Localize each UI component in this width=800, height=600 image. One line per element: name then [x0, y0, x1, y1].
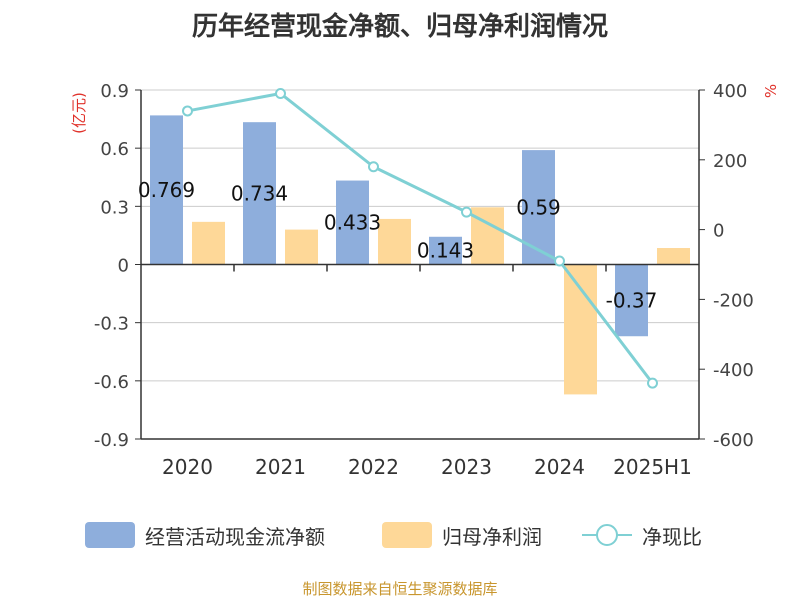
bar-net-profit — [657, 248, 690, 265]
legend-swatch-cash-flow — [85, 522, 135, 548]
bar-net-profit — [285, 229, 318, 265]
x-tick-label: 2023 — [441, 455, 492, 479]
tick-labels: 0.9 0.6 0.3 0 -0.3 -0.6 -0.9 400 200 0 -200 -400 -60… — [70, 81, 780, 479]
legend-label-net-profit: 归母净利润 — [442, 524, 542, 549]
bar-cash-flow — [615, 264, 648, 337]
legend-label-ratio: 净现比 — [642, 524, 702, 549]
ratio-point — [182, 105, 193, 117]
y-left-tick-label: -0.6 — [94, 372, 129, 393]
x-tick-label: 2024 — [534, 455, 585, 479]
y-right-tick-label: -600 — [713, 430, 754, 451]
y-left-tick-label: 0.3 — [100, 197, 129, 218]
legend-swatch-net-profit — [382, 522, 432, 548]
y-right-tick-label: 400 — [713, 81, 747, 102]
y-left-tick-label: -0.3 — [94, 314, 129, 335]
data-label-cash-flow: -0.37 — [606, 288, 658, 312]
data-label-cash-flow: 0.59 — [516, 195, 561, 219]
y-left-unit: (亿元) — [70, 92, 88, 134]
y-left-tick-label: 0.9 — [100, 81, 129, 102]
y-right-tick-label: 200 — [713, 151, 747, 172]
chart-title: 历年经营现金净额、归母净利润情况 — [191, 12, 608, 42]
legend-item-cash-flow[interactable]: 经营活动现金流净额 — [85, 515, 325, 555]
legend-swatch-ratio — [582, 522, 632, 548]
y-right-tick-label: 0 — [713, 221, 724, 242]
y-right-tick-label: -200 — [713, 290, 754, 311]
x-tick-label: 2020 — [162, 455, 213, 479]
legend-item-net-profit[interactable]: 归母净利润 — [382, 515, 542, 555]
ratio-point — [275, 87, 286, 99]
axes — [135, 89, 705, 440]
y-right-tick-label: -400 — [713, 360, 754, 381]
data-label-cash-flow: 0.143 — [417, 239, 474, 263]
bar-net-profit — [192, 221, 225, 265]
data-label-cash-flow: 0.433 — [324, 211, 381, 235]
data-label-cash-flow: 0.769 — [138, 178, 195, 202]
x-tick-label: 2022 — [348, 455, 399, 479]
legend-item-ratio[interactable]: 净现比 — [582, 515, 702, 555]
source-note: 制图数据来自恒生聚源数据库 — [302, 580, 498, 598]
data-label-cash-flow: 0.734 — [231, 181, 288, 205]
ratio-point — [647, 377, 658, 389]
bar-cash-flow — [243, 122, 276, 265]
bar-net-profit — [564, 264, 597, 395]
ratio-point — [554, 255, 565, 267]
y-left-tick-label: 0.6 — [100, 139, 129, 160]
ratio-line-path — [187, 91, 654, 385]
x-tick-label: 2021 — [255, 455, 306, 479]
ratio-point — [461, 206, 472, 218]
data-labels: 0.769 0.734 0.433 0.143 0.59 -0.37 — [138, 178, 658, 312]
legend: 经营活动现金流净额 归母净利润 净现比 — [0, 515, 800, 555]
legend-label-cash-flow: 经营活动现金流净额 — [145, 524, 325, 549]
y-left-tick-label: 0 — [118, 256, 129, 277]
y-right-unit: % — [762, 84, 780, 98]
x-tick-label: 2025H1 — [613, 455, 692, 479]
bar-cash-flow — [336, 180, 369, 265]
bar-cash-flow — [429, 236, 462, 265]
ratio-point — [368, 161, 379, 173]
ratio-line — [182, 87, 658, 389]
y-left-tick-label: -0.9 — [94, 430, 129, 451]
bar-net-profit — [378, 218, 411, 265]
bar-cash-flow — [150, 115, 183, 265]
